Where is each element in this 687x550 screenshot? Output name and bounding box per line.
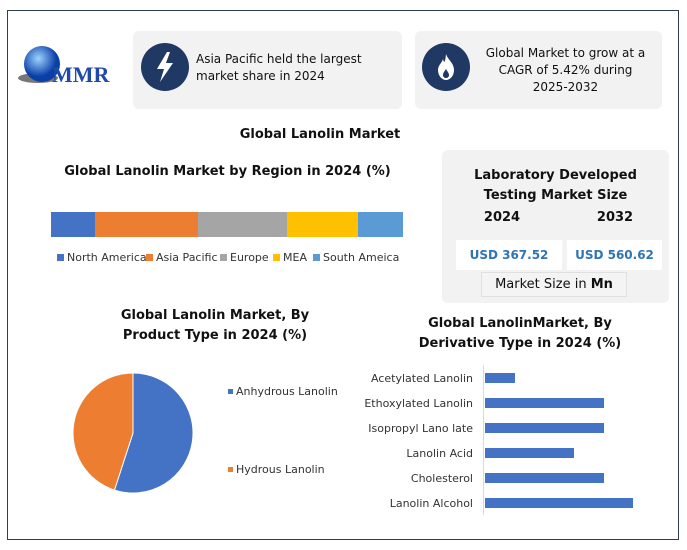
y-axis	[483, 365, 484, 515]
legend-label: South Ameica	[323, 251, 400, 264]
mmr-logo: MMR	[16, 42, 124, 90]
legend-swatch	[273, 254, 280, 261]
region-stacked-bar	[51, 212, 403, 237]
legend-label: Europe	[230, 251, 269, 264]
derivative-bar	[485, 498, 634, 508]
legend-item: Europe	[220, 251, 269, 264]
panel-title: Laboratory Developed Testing Market Size	[474, 168, 637, 203]
derivative-bar	[485, 473, 604, 483]
region-segment	[358, 212, 403, 237]
value-2032: USD 560.62	[567, 240, 662, 270]
bar-label: Ethoxylated Lanolin	[364, 397, 473, 410]
legend-swatch	[57, 254, 64, 261]
globe-icon	[18, 46, 60, 83]
legend-label: Anhydrous Lanolin	[236, 385, 338, 398]
year-2032: 2032	[596, 210, 634, 225]
main-title: Global Lanolin Market	[239, 127, 401, 142]
derivative-bar	[485, 448, 574, 458]
pie-slice	[113, 372, 194, 494]
legend-item: North America	[57, 251, 147, 264]
region-chart-title: Global Lanolin Market by Region in 2024 …	[64, 164, 391, 179]
unit-bold: Mn	[590, 277, 613, 292]
product-chart-title: Global Lanolin Market, By Product Type i…	[120, 308, 310, 343]
value-2024: USD 367.52	[456, 240, 562, 270]
lightning-icon	[141, 43, 189, 91]
bar-label: Acetylated Lanolin	[371, 372, 473, 385]
legend-item: Asia Pacific	[146, 251, 218, 264]
product-pie-chart	[72, 372, 194, 494]
derivative-bar	[485, 373, 515, 383]
legend-swatch	[313, 254, 320, 261]
insight-card-region: Asia Pacific held the largest market sha…	[133, 31, 402, 109]
market-size-panel: Laboratory Developed Testing Market Size…	[442, 150, 669, 303]
legend-item: Hydrous Lanolin	[228, 463, 325, 476]
region-segment	[198, 212, 288, 237]
frame	[7, 10, 679, 540]
legend-swatch	[146, 254, 153, 261]
unit-label: Market Size in Mn	[481, 272, 627, 297]
insight-text: Global Market to grow at a CAGR of 5.42%…	[485, 46, 646, 94]
region-segment	[95, 212, 199, 237]
legend-item: South Ameica	[313, 251, 399, 264]
legend-swatch	[228, 467, 233, 472]
insight-text: Asia Pacific held the largest market sha…	[196, 52, 362, 83]
legend-item: MEA	[273, 251, 307, 264]
logo-text: MMR	[52, 62, 110, 87]
unit-prefix: Market Size in	[495, 277, 591, 292]
legend-item: Anhydrous Lanolin	[228, 385, 338, 398]
legend-swatch	[220, 254, 227, 261]
bar-label: Cholesterol	[410, 472, 473, 485]
legend-label: Asia Pacific	[156, 251, 218, 264]
bar-label: Isopropyl Lano late	[368, 422, 473, 435]
year-2024: 2024	[483, 210, 521, 225]
pie-slice	[72, 372, 134, 491]
derivative-bar	[485, 398, 604, 408]
legend-label: MEA	[283, 251, 307, 264]
region-segment	[287, 212, 359, 237]
legend-swatch	[228, 389, 233, 394]
derivative-chart-title: Global LanolinMarket, By Derivative Type…	[418, 316, 622, 351]
bar-label: Lanolin Alcohol	[389, 497, 473, 510]
derivative-bar	[485, 423, 604, 433]
bar-label: Lanolin Acid	[406, 447, 473, 460]
legend-label: North America	[67, 251, 147, 264]
region-segment	[51, 212, 95, 237]
insight-card-cagr: Global Market to grow at a CAGR of 5.42%…	[415, 31, 662, 109]
legend-label: Hydrous Lanolin	[236, 463, 325, 476]
flame-icon	[422, 43, 470, 91]
